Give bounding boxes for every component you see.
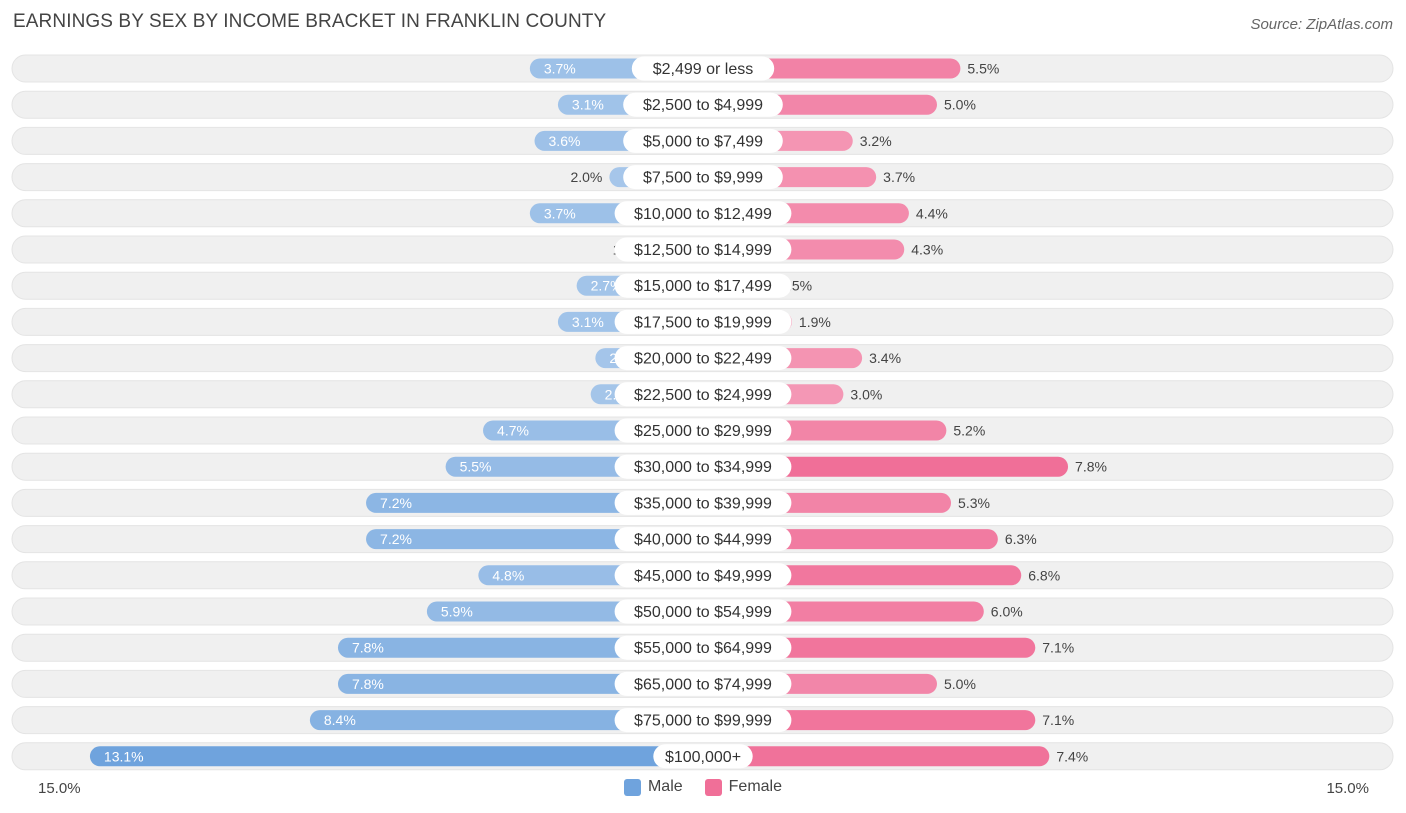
value-label-male: 7.8% — [352, 676, 384, 692]
category-label: $25,000 to $29,999 — [634, 423, 772, 440]
bar-female[interactable] — [703, 746, 1050, 767]
legend-item-female[interactable]: Female — [704, 778, 783, 796]
value-label-female: 3.0% — [850, 386, 882, 402]
category-label: $75,000 to $99,999 — [634, 713, 772, 730]
legend-label-female: Female — [728, 778, 783, 795]
category-label: $12,500 to $14,999 — [634, 242, 772, 259]
value-label-male: 5.5% — [460, 459, 492, 475]
value-label-male: 3.7% — [544, 205, 576, 221]
value-label-female: 1.9% — [799, 314, 831, 330]
value-label-female: 4.3% — [911, 242, 943, 258]
category-pill — [614, 454, 792, 479]
value-label-female: 7.4% — [1056, 748, 1088, 764]
category-label: $20,000 to $22,499 — [634, 351, 772, 368]
value-label-male: 7.2% — [380, 495, 412, 511]
category-pill — [614, 273, 792, 298]
category-pill — [614, 237, 792, 262]
value-label-male: 13.1% — [104, 748, 144, 764]
value-label-female: 5.0% — [944, 676, 976, 692]
bar-male[interactable] — [337, 637, 703, 658]
category-pill — [614, 309, 792, 334]
axis-tick-left: 15.0% — [38, 780, 81, 797]
category-label: $17,500 to $19,999 — [634, 314, 772, 331]
bar-female[interactable] — [703, 456, 1069, 477]
category-label: $35,000 to $39,999 — [634, 495, 772, 512]
category-label: $45,000 to $49,999 — [634, 568, 772, 585]
value-label-female: 5.3% — [958, 495, 990, 511]
category-pill — [614, 346, 792, 371]
value-label-male: 3.1% — [572, 314, 604, 330]
value-label-female: 7.1% — [1042, 712, 1074, 728]
category-label: $30,000 to $34,999 — [634, 459, 772, 476]
bar-male[interactable] — [89, 746, 704, 767]
category-pill — [623, 165, 783, 190]
value-label-female: 4.4% — [916, 205, 948, 221]
value-label-male: 8.4% — [324, 712, 356, 728]
value-label-male: 3.1% — [572, 97, 604, 113]
category-label: $40,000 to $44,999 — [634, 532, 772, 549]
value-label-male: 2.0% — [570, 169, 602, 185]
value-label-female: 3.2% — [860, 133, 892, 149]
legend-swatch-male — [623, 778, 641, 796]
value-label-female: 6.8% — [1028, 567, 1060, 583]
category-pill — [614, 382, 792, 407]
category-pill — [614, 563, 792, 588]
category-label: $7,500 to $9,999 — [643, 170, 763, 187]
category-label: $2,499 or less — [653, 61, 754, 78]
category-pill — [614, 599, 792, 624]
value-label-female: 5.5% — [967, 61, 999, 77]
bar-male[interactable] — [309, 710, 703, 731]
category-pill — [631, 56, 775, 81]
category-pill — [623, 92, 783, 117]
category-pill — [614, 635, 792, 660]
category-pill — [614, 418, 792, 443]
category-label: $2,500 to $4,999 — [643, 97, 763, 114]
source-credit: Source: ZipAtlas.com — [1250, 16, 1393, 33]
category-label: $55,000 to $64,999 — [634, 640, 772, 657]
value-label-male: 7.8% — [352, 640, 384, 656]
value-label-female: 7.1% — [1042, 640, 1074, 656]
value-label-male: 3.7% — [544, 61, 576, 77]
category-pill — [653, 744, 753, 769]
category-pill — [614, 708, 792, 733]
category-pill — [614, 527, 792, 552]
legend-swatch-female — [704, 778, 722, 796]
value-label-male: 4.8% — [492, 567, 524, 583]
axis-tick-right: 15.0% — [1326, 780, 1369, 797]
value-label-female: 6.3% — [1005, 531, 1037, 547]
value-label-male: 2.7% — [591, 278, 623, 294]
category-label: $50,000 to $54,999 — [634, 604, 772, 621]
category-label: $15,000 to $17,499 — [634, 278, 772, 295]
legend-label-male: Male — [647, 778, 683, 795]
value-label-male: 3.6% — [549, 133, 581, 149]
category-pill — [614, 671, 792, 696]
category-pill — [623, 128, 783, 153]
category-label: $10,000 to $12,499 — [634, 206, 772, 223]
value-label-female: 6.0% — [991, 604, 1023, 620]
value-label-female: 5.2% — [953, 423, 985, 439]
legend: Male Female — [0, 778, 1406, 796]
category-label: $100,000+ — [665, 749, 741, 766]
category-pill — [614, 201, 792, 226]
value-label-male: 5.9% — [441, 604, 473, 620]
category-label: $5,000 to $7,499 — [643, 133, 763, 150]
value-label-female: 7.8% — [1075, 459, 1107, 475]
value-label-female: 3.4% — [869, 350, 901, 366]
value-label-male: 4.7% — [497, 423, 529, 439]
legend-item-male[interactable]: Male — [623, 778, 683, 796]
value-label-female: 5.0% — [944, 97, 976, 113]
category-pill — [614, 490, 792, 515]
category-label: $65,000 to $74,999 — [634, 676, 772, 693]
value-label-female: 3.7% — [883, 169, 915, 185]
chart-title: EARNINGS BY SEX BY INCOME BRACKET IN FRA… — [13, 11, 607, 32]
value-label-male: 7.2% — [380, 531, 412, 547]
bar-male[interactable] — [337, 673, 703, 694]
category-label: $22,500 to $24,999 — [634, 387, 772, 404]
